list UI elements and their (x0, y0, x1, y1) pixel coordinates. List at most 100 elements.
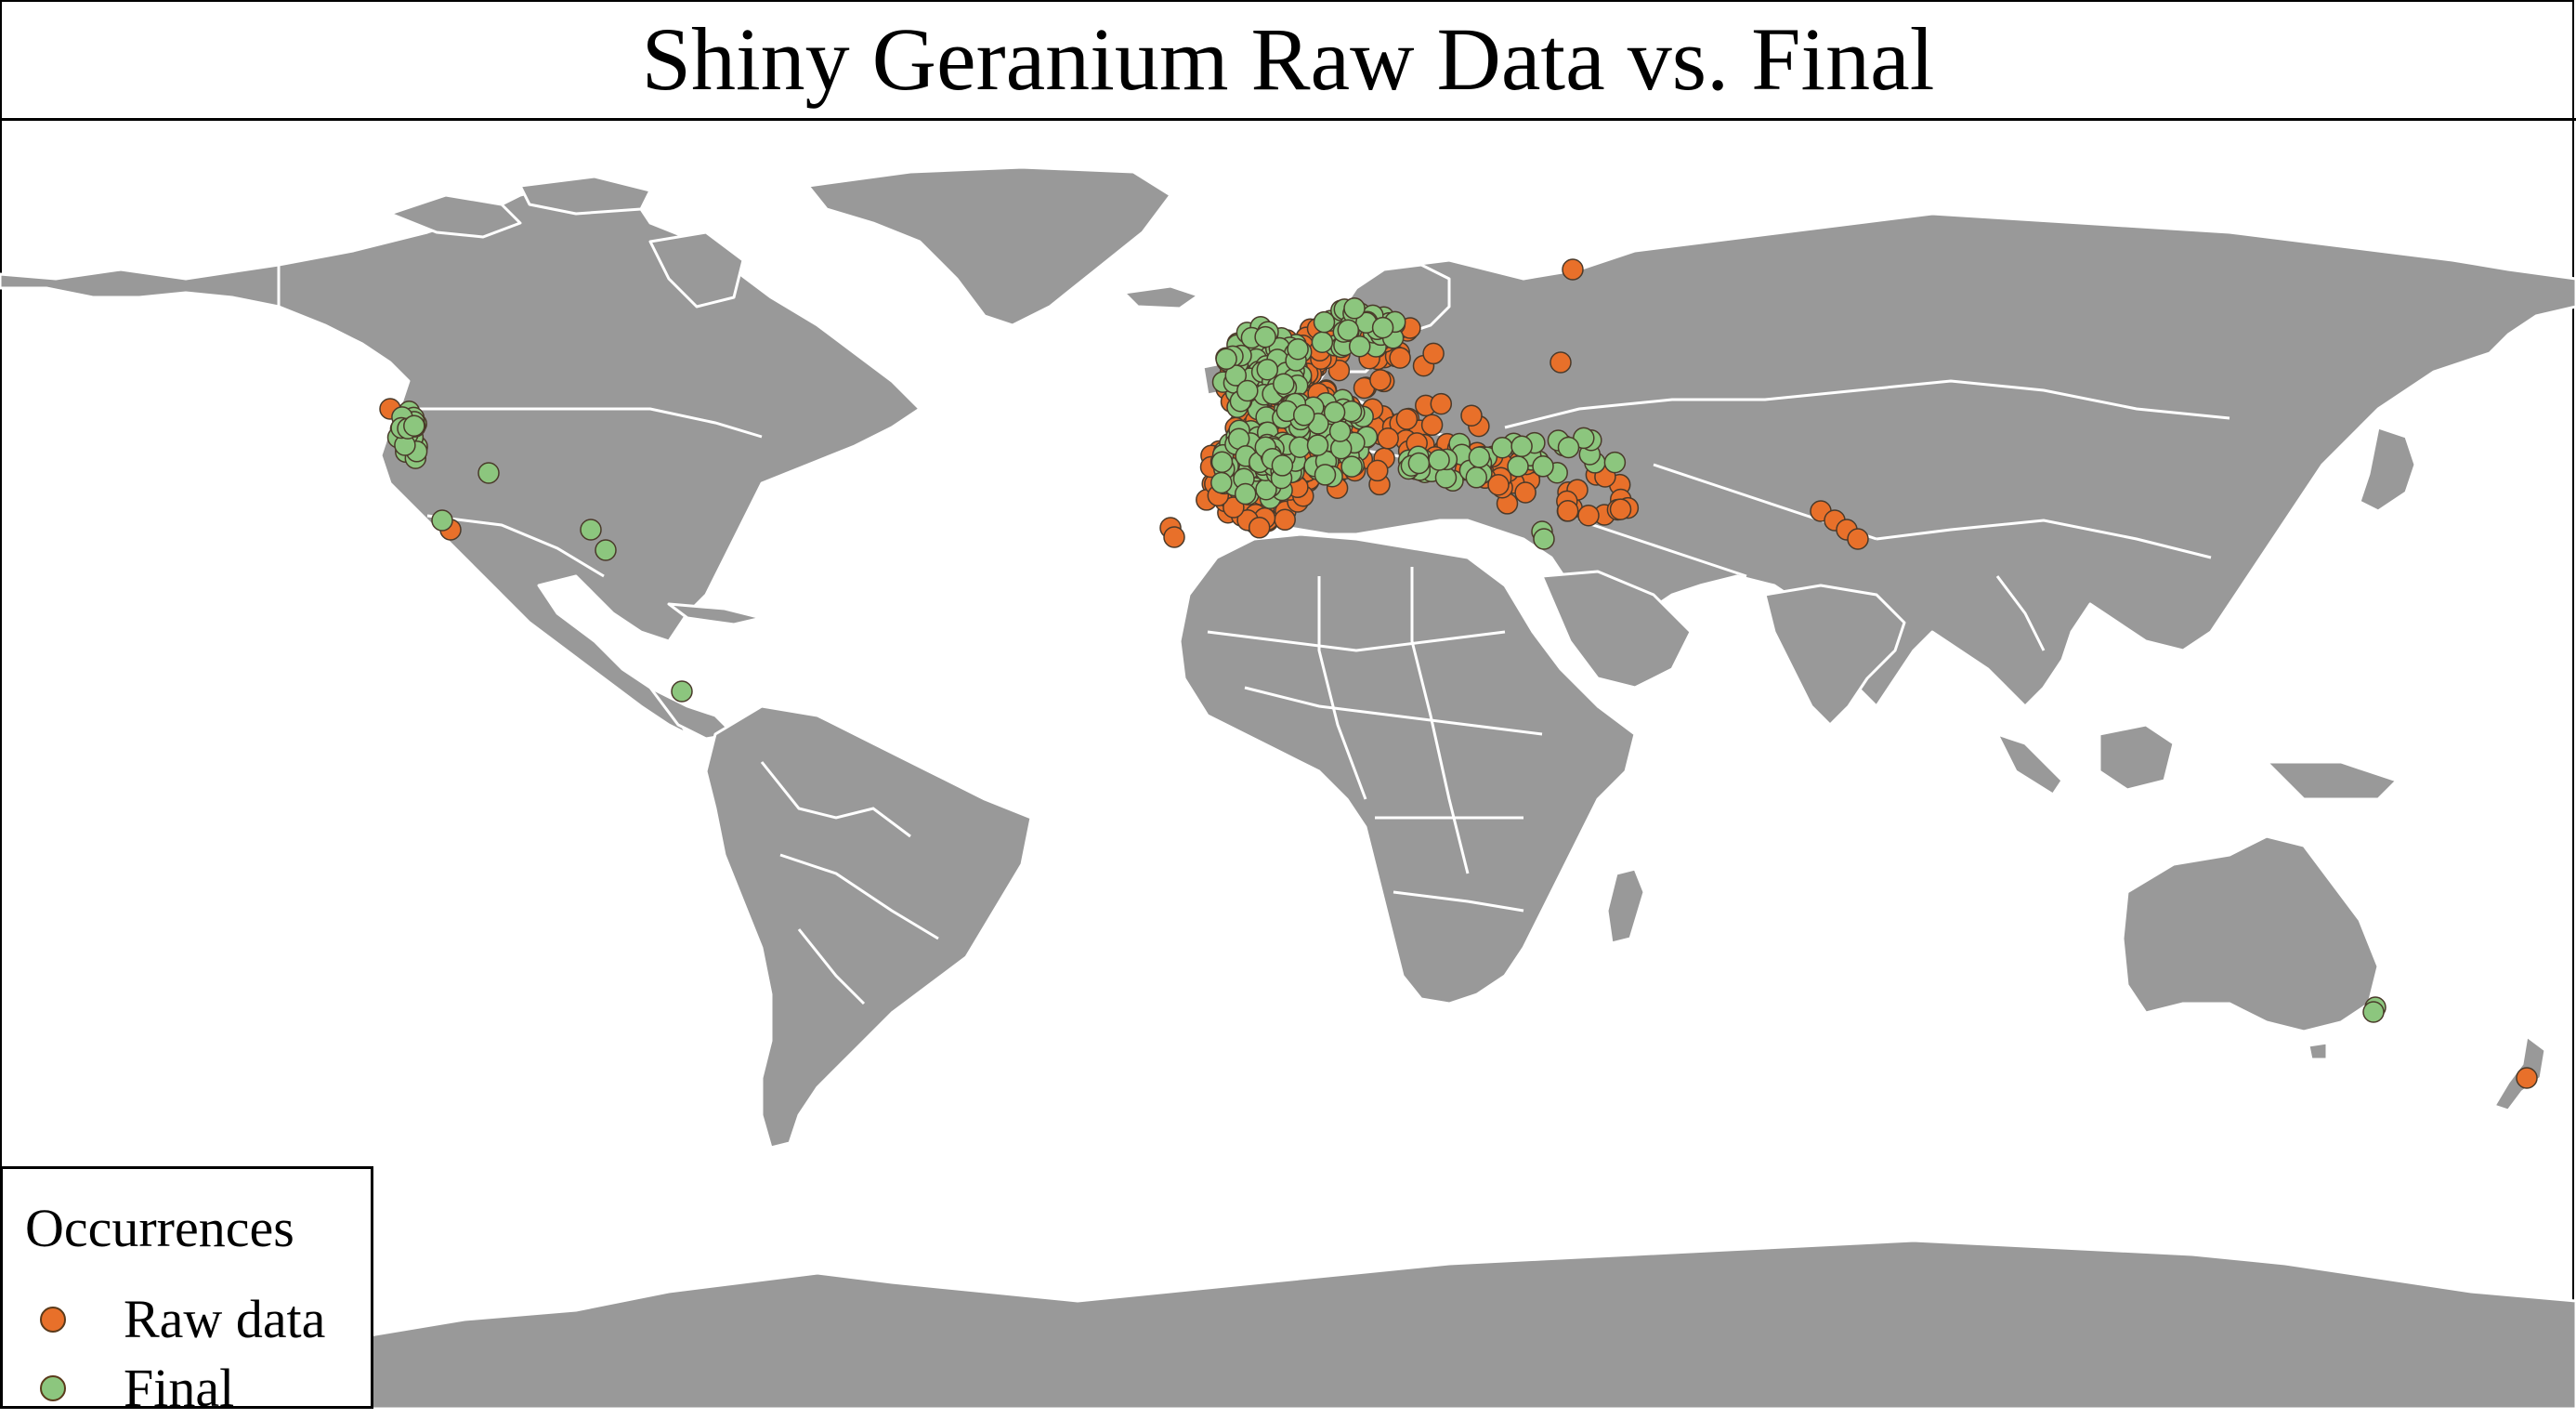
final-point (671, 680, 693, 703)
border-sa-3 (797, 928, 866, 1005)
final-point (1532, 455, 1554, 478)
madagascar (1605, 867, 1646, 945)
final-point (1256, 358, 1279, 381)
final-point (1337, 319, 1360, 341)
final-point (1407, 452, 1431, 475)
final-point (1273, 373, 1295, 395)
legend-label-raw-data: Raw data (124, 1289, 326, 1349)
final-point (1287, 337, 1309, 361)
legend-title: Occurrences (25, 1198, 294, 1258)
iceland (1122, 284, 1200, 310)
raw-data-point (1562, 258, 1584, 281)
raw-data-point (1430, 392, 1453, 415)
border-sa-1 (760, 761, 911, 838)
raw-data-point (1422, 342, 1445, 365)
final-point (1306, 434, 1329, 456)
raw-data-point (1248, 517, 1271, 539)
raw-data-point (1847, 528, 1869, 550)
legend-item-final: Final (40, 1357, 234, 1419)
final-point (1507, 455, 1529, 478)
raw-data-point (1395, 408, 1419, 430)
final-point (1313, 310, 1336, 334)
border-asia-4 (1578, 519, 1747, 578)
final-point (1323, 401, 1346, 424)
legend-swatch-final (40, 1374, 66, 1401)
sumatra (1995, 732, 2064, 796)
raw-data-point (1514, 481, 1536, 504)
raw-data-point (1420, 414, 1444, 437)
final-point (1292, 404, 1315, 427)
final-point (1371, 316, 1394, 339)
final-point (1468, 446, 1491, 468)
final-point (1215, 348, 1237, 371)
raw-data-point (1274, 508, 1296, 532)
final-point (2362, 1001, 2385, 1023)
final-point (1340, 455, 1363, 478)
final-point (1311, 331, 1334, 353)
africa (1178, 532, 1637, 1005)
final-point (1210, 471, 1233, 494)
final-point (595, 539, 617, 561)
map-title: Shiny Geranium Raw Data vs. Final (641, 8, 1935, 109)
border-asia-3 (1876, 519, 2212, 559)
final-point (1557, 436, 1580, 459)
final-point (1343, 297, 1366, 320)
tasmania (2307, 1041, 2329, 1061)
india (1763, 584, 1906, 727)
final-point (431, 509, 453, 532)
raw-data-point (1550, 351, 1572, 374)
raw-data-point (1366, 459, 1389, 482)
raw-data-point (1577, 504, 1600, 527)
final-point (1533, 528, 1555, 550)
border-us-mexico (426, 514, 605, 578)
raw-data-point (1556, 500, 1579, 522)
final-point (477, 462, 500, 484)
final-point (1254, 325, 1276, 348)
greenland (806, 165, 1172, 327)
final-point (1348, 335, 1371, 358)
antarctica (351, 1239, 2576, 1409)
north-america (0, 184, 922, 736)
borneo (2098, 723, 2176, 792)
border-asia-5 (1995, 575, 2046, 651)
final-point (1510, 435, 1533, 458)
japan (2358, 426, 2417, 513)
border-sa-2 (779, 853, 939, 940)
final-point (1210, 451, 1234, 473)
arctic-islands-2 (518, 175, 652, 216)
border-africa-6 (1393, 890, 1524, 913)
raw-data-point (1487, 473, 1510, 496)
border-africa-4 (1410, 567, 1470, 874)
raw-data-point (1609, 498, 1632, 520)
final-point (403, 414, 425, 437)
raw-data-point (1369, 369, 1392, 391)
arabian-peninsula (1540, 570, 1693, 690)
final-point (1328, 420, 1352, 442)
final-point (1465, 466, 1488, 489)
final-point (1271, 454, 1294, 477)
raw-data-point (2516, 1067, 2538, 1089)
final-point (1491, 436, 1513, 459)
title-bar: Shiny Geranium Raw Data vs. Final (0, 0, 2576, 121)
raw-data-point (1389, 347, 1411, 369)
australia (2121, 834, 2380, 1033)
border-africa-3 (1317, 576, 1367, 800)
final-points (386, 297, 2386, 1023)
legend-label-final: Final (124, 1358, 235, 1418)
final-point (1314, 464, 1337, 486)
final-point (1236, 379, 1259, 402)
border-africa-1 (1207, 630, 1506, 652)
final-point (580, 519, 602, 541)
legend: Occurrences Raw data Final (0, 1166, 373, 1418)
final-point (1603, 451, 1627, 474)
legend-item-raw-data: Raw data (40, 1288, 325, 1350)
border-asia-1 (1504, 379, 2230, 429)
raw-data-point (1377, 427, 1399, 450)
legend-swatch-raw-data (40, 1306, 66, 1333)
raw-data-point (1163, 526, 1185, 548)
world-map (0, 165, 2576, 1409)
final-point (1224, 364, 1248, 387)
new-guinea (2265, 760, 2399, 801)
raw-data-point (1460, 404, 1483, 427)
final-point (1288, 436, 1311, 458)
